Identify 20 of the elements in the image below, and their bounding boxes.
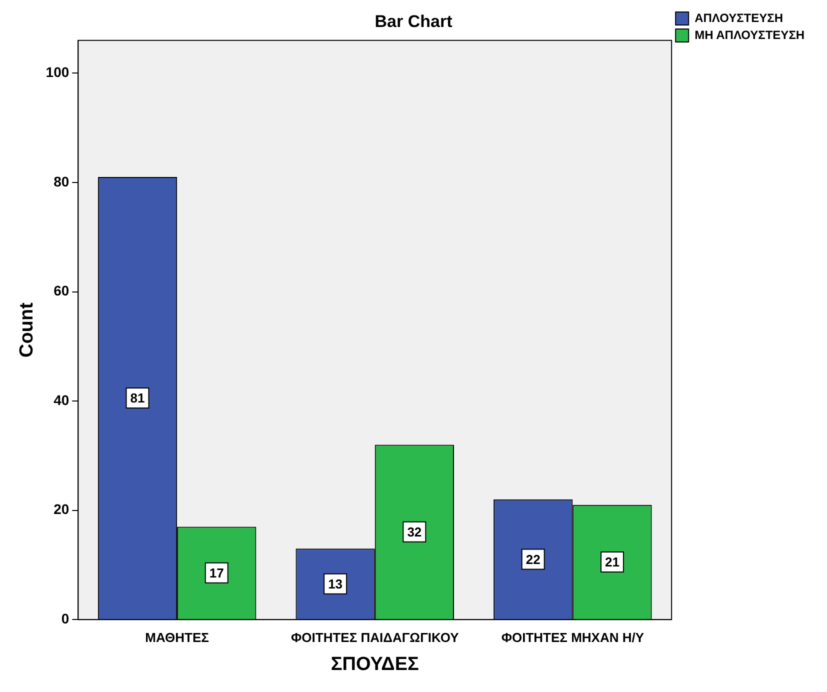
data-label: 32 [407, 524, 422, 540]
y-tick-label: 20 [54, 501, 70, 518]
x-tick-label: ΜΑΘΗΤΕΣ [145, 630, 210, 645]
legend-label: ΜΗ ΑΠΛΟΥΣΤΕΥΣΗ [694, 28, 805, 42]
y-axis-title: Count [16, 302, 38, 358]
chart-title: Bar Chart [374, 12, 453, 31]
x-tick-label: ΦΟΙΤΗΤΕΣ ΠΑΙΔΑΓΩΓΙΚΟΥ [290, 630, 460, 645]
data-label: 21 [605, 554, 620, 570]
y-tick-label: 0 [61, 610, 70, 626]
legend-label: ΑΠΛΟΥΣΤΕΥΣΗ [694, 10, 784, 25]
y-tick-label: 100 [46, 64, 70, 80]
x-tick-label: ΦΟΙΤΗΤΕΣ ΜΗΧΑΝ Η/Υ [501, 630, 644, 645]
y-tick-label: 80 [54, 173, 70, 190]
data-label: 13 [328, 576, 343, 592]
data-label: 22 [526, 552, 540, 567]
y-tick-label: 40 [54, 392, 70, 408]
y-tick-label: 60 [54, 282, 70, 299]
x-axis-title: ΣΠΟΥΔΕΣ [330, 654, 419, 675]
data-label: 17 [209, 565, 224, 580]
data-label: 81 [130, 390, 145, 406]
